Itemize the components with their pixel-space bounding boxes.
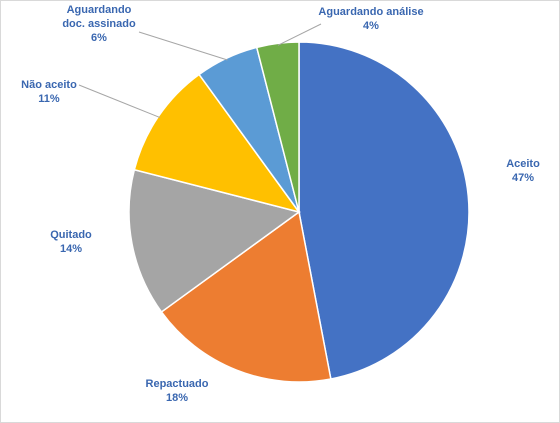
category-label: Aguardando doc. assinado bbox=[62, 4, 136, 30]
data-label: Quitado 14% bbox=[41, 228, 101, 256]
value-label: 47% bbox=[511, 172, 535, 184]
leader-line bbox=[277, 23, 322, 46]
value-label: 14% bbox=[59, 243, 83, 255]
pie-slice bbox=[160, 210, 332, 383]
data-label: Aceito 47% bbox=[493, 157, 553, 185]
leader-line bbox=[78, 84, 161, 119]
data-label: Aguardando doc. assinado 6% bbox=[54, 3, 144, 45]
data-label: Repactuado 18% bbox=[137, 377, 217, 405]
value-label: 4% bbox=[363, 20, 379, 32]
category-label: Repactuado bbox=[145, 378, 209, 390]
data-label: Aguardando análise 4% bbox=[316, 5, 426, 33]
value-label: 18% bbox=[165, 392, 189, 404]
category-label: Aceito bbox=[506, 158, 540, 170]
data-label: Não aceito 11% bbox=[14, 78, 84, 106]
leader-line bbox=[138, 31, 228, 61]
category-label: Quitado bbox=[50, 229, 92, 241]
category-label: Aguardando análise bbox=[318, 6, 424, 18]
category-label: Não aceito bbox=[21, 79, 77, 91]
pie-slice bbox=[298, 41, 470, 380]
pie-slice bbox=[128, 168, 301, 313]
pie-slice bbox=[255, 41, 300, 213]
value-label: 6% bbox=[91, 32, 107, 44]
value-label: 11% bbox=[38, 93, 60, 105]
